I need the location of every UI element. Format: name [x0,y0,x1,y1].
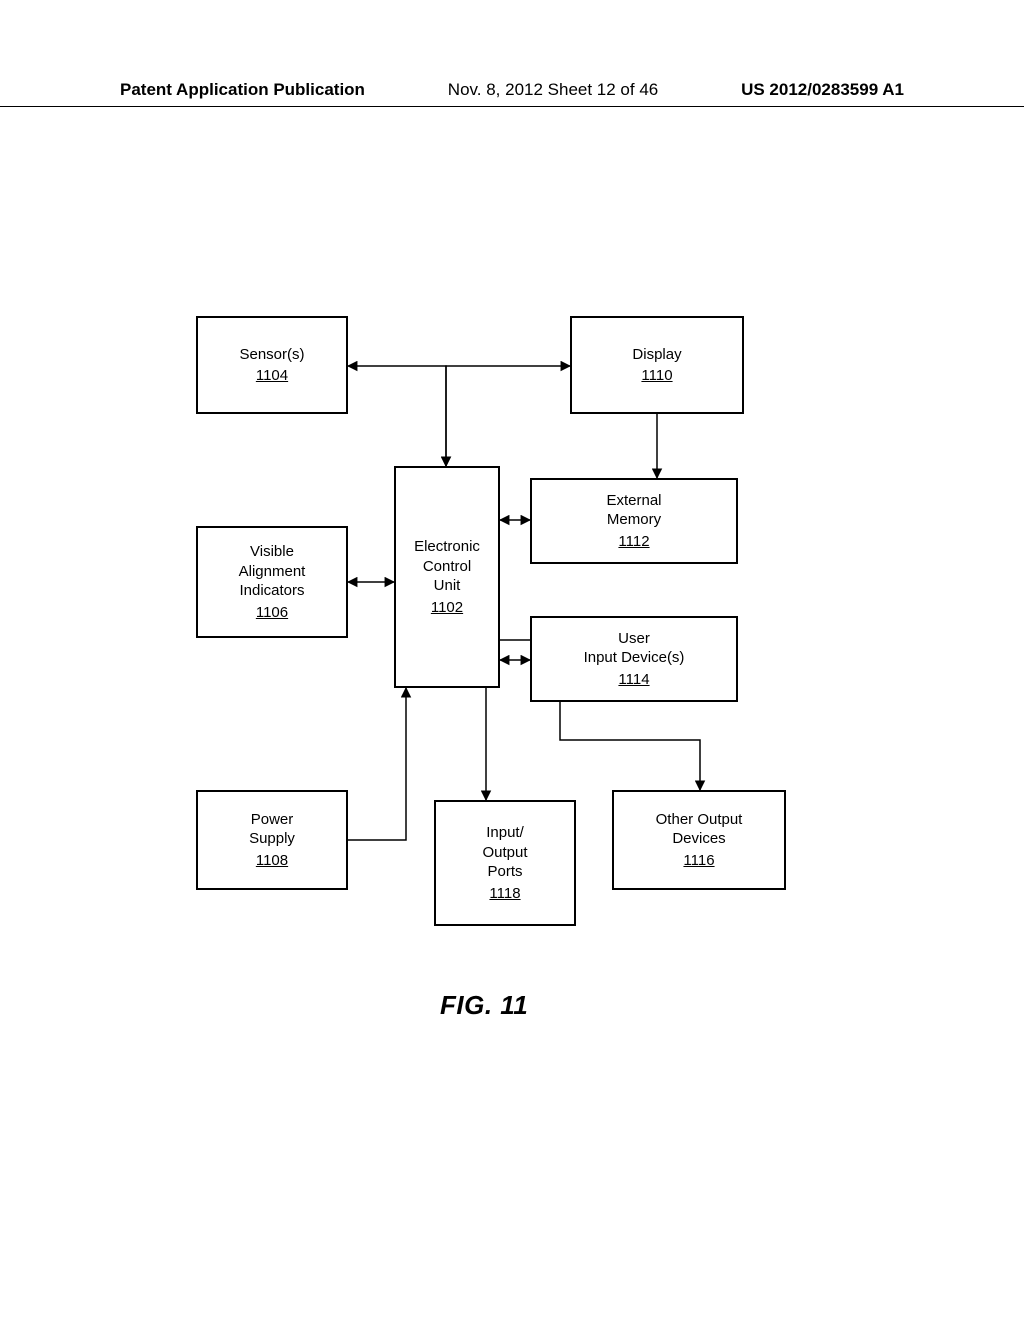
box-extmem: ExternalMemory1112 [530,478,738,564]
box-power: PowerSupply1108 [196,790,348,890]
figure-label: FIG. 11 [440,990,528,1021]
edge-6 [348,688,406,840]
box-indicators: VisibleAlignmentIndicators1106 [196,526,348,638]
edge-0 [348,366,446,466]
connectors-layer [0,0,1024,1320]
block-diagram: Sensor(s)1104 Display1110 ElectronicContro… [0,0,1024,1320]
page: Patent Application Publication Nov. 8, 2… [0,0,1024,1320]
box-userinput: UserInput Device(s)1114 [530,616,738,702]
edge-1 [446,366,570,466]
box-ecu: ElectronicControlUnit1102 [394,466,500,688]
box-display: Display1110 [570,316,744,414]
box-otherout: Other OutputDevices1116 [612,790,786,890]
box-ioports: Input/OutputPorts1118 [434,800,576,926]
box-sensors: Sensor(s)1104 [196,316,348,414]
